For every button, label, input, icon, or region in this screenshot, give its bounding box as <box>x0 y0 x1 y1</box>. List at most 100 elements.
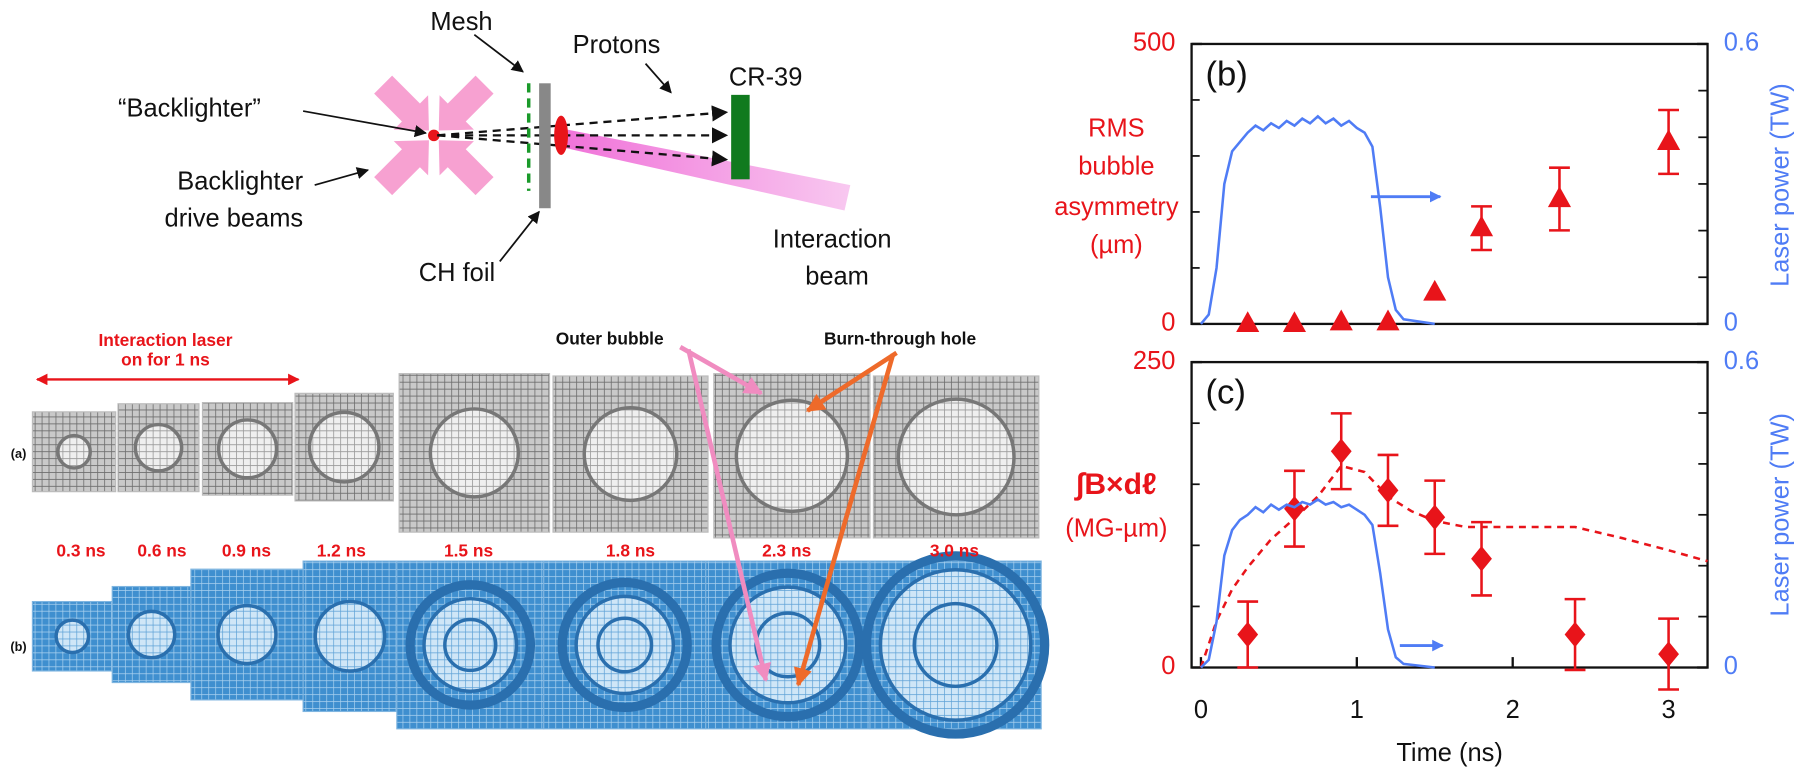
bubble-a <box>56 433 92 470</box>
time-label: 2.3 ns <box>762 540 811 560</box>
backlighter-label: “Backlighter” <box>118 95 261 123</box>
outer-ring-b <box>861 551 1050 739</box>
image-annotations <box>679 345 898 687</box>
laser-note: on for 1 ns <box>121 350 210 370</box>
outer-ring-b <box>405 580 536 710</box>
bubble-a <box>216 418 279 480</box>
protons-label: Protons <box>573 31 661 59</box>
data-point <box>1471 546 1492 572</box>
y2-tick-label: 0.6 <box>1724 29 1759 57</box>
burn-through-label: Burn-through hole <box>824 329 977 349</box>
y-tick-label: 0 <box>1161 309 1175 337</box>
y2-tick-label: 0.6 <box>1724 347 1759 375</box>
cr39-label: CR-39 <box>729 63 803 91</box>
image-strip: Interaction laser on for 1 ns Outer bubb… <box>10 329 1050 739</box>
bubble-a <box>133 422 184 473</box>
data-point <box>1547 186 1572 208</box>
data-point <box>1330 438 1352 465</box>
plot-frame <box>1190 360 1709 669</box>
y-axis-label: bubble <box>1078 152 1154 180</box>
drive-beams-label: drive beams <box>165 205 304 233</box>
bubble-b <box>54 618 91 655</box>
inner-ring-b <box>596 616 654 674</box>
drive-beams-label: Backlighter <box>177 168 303 196</box>
row-label: (a) <box>11 446 27 461</box>
mesh-label: Mesh <box>430 8 492 36</box>
time-label: 0.3 ns <box>56 540 105 560</box>
time-label: 1.5 ns <box>444 540 493 560</box>
y2-axis-label: Laser power (TW) <box>1766 413 1794 617</box>
bubble-b <box>313 599 387 673</box>
data-point <box>1423 279 1447 301</box>
inner-ring-b <box>912 601 999 689</box>
bubble-b <box>878 568 1033 722</box>
row-label: (b) <box>10 639 26 654</box>
time-label: 1.8 ns <box>606 540 655 560</box>
data-point <box>1282 311 1307 333</box>
foil-bump <box>554 115 569 156</box>
chart: 0 500 0 0.6 (b) RMS bubble asymmetry (µm) Laser p… <box>1054 29 1794 337</box>
bubble-b <box>422 596 519 693</box>
outer-bubble-label: Outer bubble <box>556 329 664 349</box>
bubble-a <box>896 397 1016 517</box>
x-tick-label: 2 <box>1506 696 1520 724</box>
bubble-b <box>216 603 278 666</box>
time-label: 1.2 ns <box>317 540 366 560</box>
y-axis-label: (µm) <box>1090 231 1143 259</box>
panel-label: (c) <box>1205 374 1245 412</box>
data-point <box>1376 309 1400 331</box>
series-line <box>1199 114 1435 326</box>
series-line <box>1200 498 1435 669</box>
outer-ring-b <box>557 577 692 713</box>
data-point <box>1236 311 1260 333</box>
time-label: 3.0 ns <box>930 540 979 560</box>
label-pointers <box>302 34 672 262</box>
series-line <box>1199 464 1708 668</box>
time-label: 0.6 ns <box>137 540 186 560</box>
data-point <box>1237 621 1259 648</box>
interaction-beam-shape <box>555 127 851 211</box>
y-axis-label: asymmetry <box>1054 193 1179 221</box>
y-tick-label: 250 <box>1133 347 1175 375</box>
backlighter-dot <box>428 129 440 142</box>
bubble-a <box>582 406 679 503</box>
time-label: 0.9 ns <box>222 540 271 560</box>
interaction-beam-label: Interaction <box>773 225 892 253</box>
y-tick-label: 0 <box>1161 652 1175 680</box>
y2-tick-label: 0 <box>1724 309 1738 337</box>
y-tick-label: 500 <box>1133 29 1175 57</box>
ch-foil-label: CH foil <box>419 259 495 287</box>
data-point <box>1424 504 1446 530</box>
data-point <box>1329 309 1353 331</box>
cr39-shape <box>731 94 750 180</box>
bubble-a <box>428 407 521 499</box>
drive-beams-shape <box>374 75 494 196</box>
plot-frame <box>1190 42 1709 326</box>
bubble-b <box>126 609 177 660</box>
schematic: Mesh Protons CR-39 “Backlighter” Backlig… <box>118 8 892 291</box>
x-tick-label: 0 <box>1194 696 1208 724</box>
axis-arrows <box>1370 190 1444 652</box>
y2-axis-label: Laser power (TW) <box>1766 83 1794 287</box>
laser-note: Interaction laser <box>98 330 232 350</box>
panel-label: (b) <box>1205 56 1247 94</box>
bubble-b <box>574 594 676 696</box>
foil-shape <box>539 83 551 209</box>
y-axis-label: ∫B×dℓ <box>1074 468 1157 501</box>
chart: 0 250 0 0.6 0 1 2 3 Time (ns) (c) ∫B×dℓ (MG-µm) Lase… <box>1065 347 1794 767</box>
x-axis-label: Time (ns) <box>1396 739 1502 767</box>
annotation-arrows <box>679 345 898 687</box>
bubble-a <box>734 398 850 514</box>
data-point <box>1469 215 1494 237</box>
data-point <box>1657 129 1681 151</box>
x-tick-label: 3 <box>1662 696 1676 724</box>
bubble-a <box>307 410 381 484</box>
interaction-beam-label: beam <box>805 262 869 290</box>
data-point <box>1658 641 1679 667</box>
proton-rays <box>437 105 729 167</box>
data-point <box>1377 477 1399 504</box>
inner-ring-b <box>443 617 498 673</box>
y-axis-label: (MG-µm) <box>1065 515 1167 543</box>
